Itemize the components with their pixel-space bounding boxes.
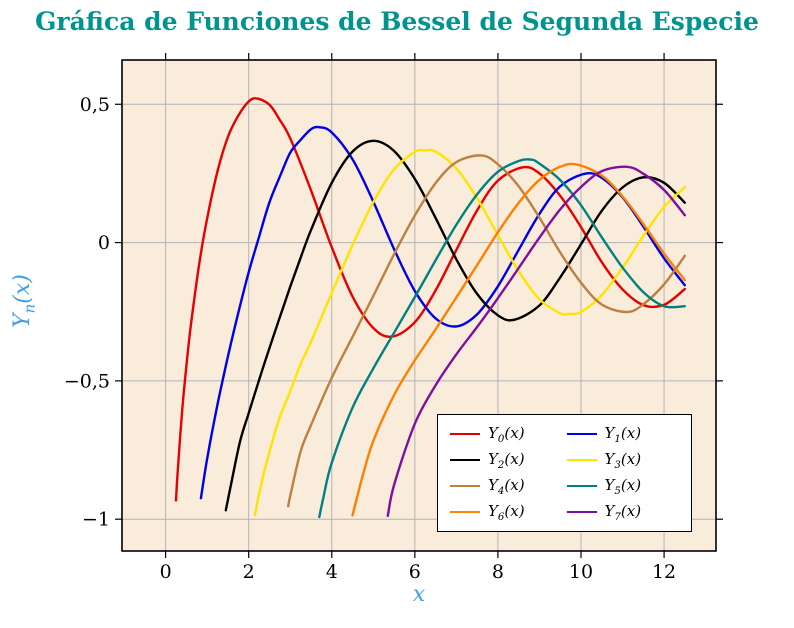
legend-line-sample bbox=[566, 458, 597, 462]
curve-Y6 bbox=[351, 162, 686, 517]
y-tick-label: −0,5 bbox=[64, 370, 110, 392]
curve-Y2 bbox=[224, 139, 686, 512]
legend-line-sample bbox=[566, 484, 597, 488]
y-axis-label-base: Y bbox=[10, 313, 35, 328]
y-tick-label: −1 bbox=[82, 509, 110, 531]
x-tick-label: 4 bbox=[326, 561, 338, 583]
legend-label: Y7(x) bbox=[604, 501, 642, 523]
x-tick-label: 6 bbox=[409, 561, 421, 583]
y-tick-label: 0,5 bbox=[80, 94, 110, 116]
legend-label: Y3(x) bbox=[604, 449, 642, 471]
legend-label: Y6(x) bbox=[488, 501, 525, 523]
legend-item-Y4: Y4(x) bbox=[450, 476, 567, 497]
legend-label: Y1(x) bbox=[604, 423, 642, 445]
x-tick-label: 0 bbox=[160, 561, 172, 583]
legend-line-sample bbox=[450, 510, 480, 514]
curve-Y5 bbox=[318, 158, 686, 519]
legend-item-Y7: Y7(x) bbox=[566, 501, 684, 523]
legend-item-Y2: Y2(x) bbox=[450, 450, 567, 471]
y-axis-label-paren: (x) bbox=[10, 274, 35, 304]
legend-item-Y5: Y5(x) bbox=[566, 475, 684, 497]
legend-item-Y1: Y1(x) bbox=[566, 423, 684, 445]
y-axis-label-sub: n bbox=[20, 303, 39, 314]
legend-box: Y0(x) Y1(x) Y2(x) Y3(x) Y4(x) Y5(x) Y6(x) Y7(x) bbox=[437, 414, 692, 532]
x-tick-label: 12 bbox=[652, 561, 676, 583]
legend-item-Y6: Y6(x) bbox=[450, 502, 567, 523]
x-axis-label: x bbox=[412, 582, 426, 607]
y-tick-label: 0 bbox=[98, 232, 110, 254]
curve-Y3 bbox=[253, 148, 686, 517]
y-axis-label: Yn(x) bbox=[10, 221, 39, 381]
legend-label: Y2(x) bbox=[488, 449, 525, 471]
curve-Y0 bbox=[174, 97, 686, 502]
legend-line-sample bbox=[450, 432, 480, 436]
legend-item-Y0: Y0(x) bbox=[450, 424, 567, 445]
legend-item-Y3: Y3(x) bbox=[566, 449, 684, 471]
x-tick-label: 10 bbox=[569, 561, 593, 583]
legend-label: Y0(x) bbox=[488, 423, 525, 445]
legend-line-sample bbox=[566, 432, 597, 436]
legend-label: Y5(x) bbox=[604, 475, 642, 497]
curve-Y7 bbox=[386, 165, 686, 518]
legend-line-sample bbox=[450, 458, 480, 462]
x-tick-label: 8 bbox=[492, 561, 504, 583]
legend-line-sample bbox=[450, 484, 480, 488]
x-tick-label: 2 bbox=[243, 561, 255, 583]
plot-frame bbox=[121, 59, 717, 552]
curve-Y4 bbox=[287, 154, 686, 508]
chart-title: Gráfica de Funciones de Bessel de Segund… bbox=[35, 7, 759, 36]
legend-label: Y4(x) bbox=[488, 475, 525, 497]
legend-line-sample bbox=[566, 510, 597, 514]
